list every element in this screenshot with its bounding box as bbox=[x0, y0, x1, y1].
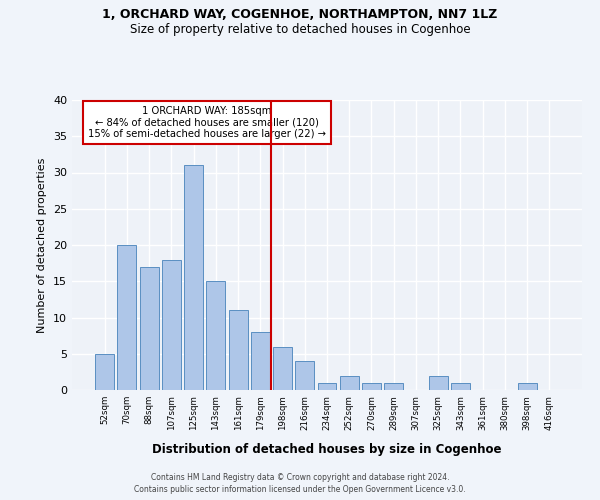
Text: Distribution of detached houses by size in Cogenhoe: Distribution of detached houses by size … bbox=[152, 442, 502, 456]
Bar bbox=[295, 361, 314, 390]
Text: Contains HM Land Registry data © Crown copyright and database right 2024.: Contains HM Land Registry data © Crown c… bbox=[151, 472, 449, 482]
Bar bbox=[273, 346, 292, 390]
Bar bbox=[229, 310, 248, 390]
Text: 1, ORCHARD WAY, COGENHOE, NORTHAMPTON, NN7 1LZ: 1, ORCHARD WAY, COGENHOE, NORTHAMPTON, N… bbox=[103, 8, 497, 20]
Bar bbox=[95, 354, 114, 390]
Bar bbox=[340, 376, 359, 390]
Bar bbox=[317, 383, 337, 390]
Bar bbox=[118, 245, 136, 390]
Bar bbox=[251, 332, 270, 390]
Bar bbox=[362, 383, 381, 390]
Bar bbox=[140, 267, 158, 390]
Bar bbox=[184, 165, 203, 390]
Text: Contains public sector information licensed under the Open Government Licence v3: Contains public sector information licen… bbox=[134, 485, 466, 494]
Text: 1 ORCHARD WAY: 185sqm
← 84% of detached houses are smaller (120)
15% of semi-det: 1 ORCHARD WAY: 185sqm ← 84% of detached … bbox=[88, 106, 326, 139]
Bar bbox=[518, 383, 536, 390]
Bar bbox=[429, 376, 448, 390]
Y-axis label: Number of detached properties: Number of detached properties bbox=[37, 158, 47, 332]
Bar bbox=[162, 260, 181, 390]
Bar bbox=[384, 383, 403, 390]
Bar bbox=[451, 383, 470, 390]
Text: Size of property relative to detached houses in Cogenhoe: Size of property relative to detached ho… bbox=[130, 22, 470, 36]
Bar bbox=[206, 281, 225, 390]
